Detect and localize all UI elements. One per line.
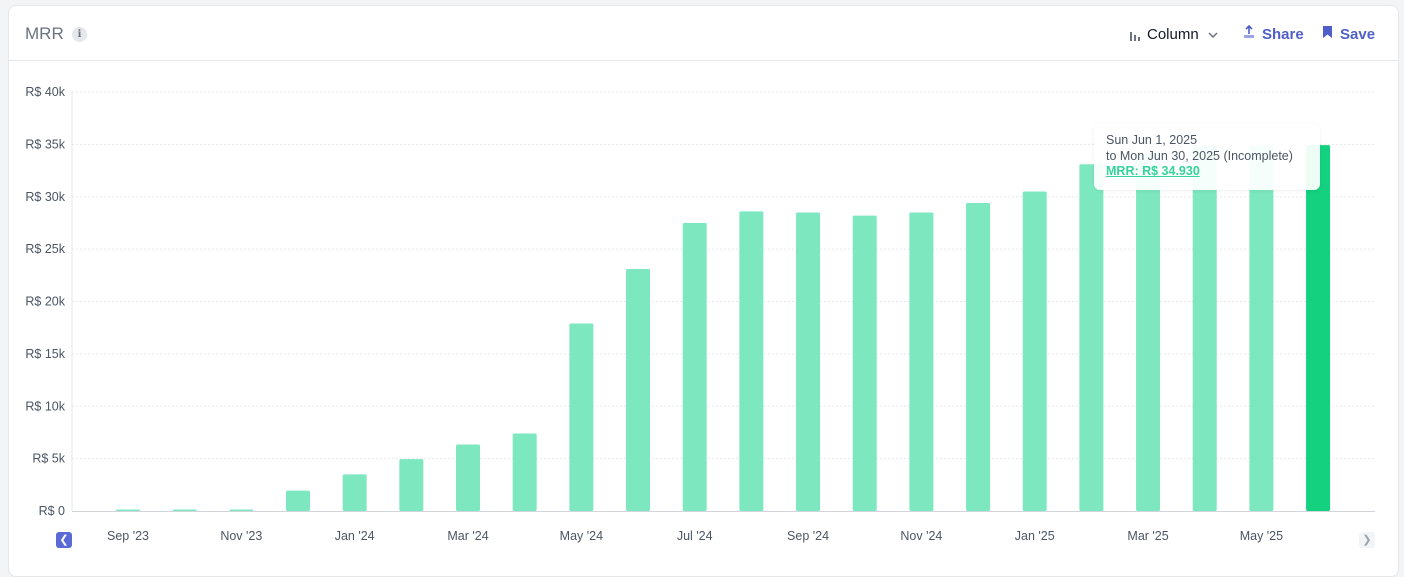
bar-may-25: [1249, 145, 1274, 512]
x-tick-label: Nov '24: [900, 529, 942, 543]
chevron-left-icon[interactable]: ❮: [56, 532, 72, 548]
x-tick-label: Jan '25: [1015, 529, 1055, 543]
chart-tooltip: Sun Jun 1, 2025 to Mon Jun 30, 2025 (Inc…: [1094, 124, 1320, 190]
x-tick-label: Mar '25: [1127, 529, 1168, 543]
share-button[interactable]: Share: [1243, 24, 1304, 44]
bar-jun-25: [1306, 145, 1331, 511]
bar-feb-25: [1079, 164, 1104, 511]
y-tick-label: R$ 40k: [25, 85, 65, 99]
bar-chart-icon: [1129, 28, 1141, 41]
x-tick-label: Sep '24: [787, 529, 829, 543]
bar-sep-24: [796, 212, 821, 511]
tooltip-value[interactable]: MRR: R$ 34.930: [1106, 164, 1200, 178]
info-icon[interactable]: i: [72, 27, 87, 42]
bar-sep-23: [116, 509, 140, 511]
x-tick-label: Sep '23: [107, 529, 149, 543]
save-button[interactable]: Save: [1322, 24, 1375, 44]
y-tick-label: R$ 35k: [25, 137, 65, 151]
save-label: Save: [1340, 25, 1376, 43]
y-tick-label: R$ 25k: [25, 242, 65, 256]
card-header: MRR i Column Share Save: [9, 6, 1398, 61]
y-tick-label: R$ 5k: [32, 452, 65, 466]
bar-nov-23: [229, 509, 254, 511]
x-tick-label: Jan '24: [335, 529, 375, 543]
bookmark-icon: [1322, 25, 1333, 43]
y-tick-label: R$ 30k: [25, 190, 65, 204]
share-label: Share: [1262, 25, 1304, 43]
x-tick-label: Mar '24: [447, 529, 488, 543]
y-tick-label: R$ 20k: [25, 295, 65, 309]
x-tick-label: May '24: [560, 529, 603, 543]
chart-title: MRR: [25, 24, 64, 43]
bar-feb-24: [399, 459, 424, 511]
chevron-down-icon: [1207, 28, 1219, 40]
y-tick-label: R$ 15k: [25, 347, 65, 361]
bar-apr-24: [512, 433, 537, 511]
bar-oct-23: [172, 509, 197, 511]
chart-type-label: Column: [1147, 25, 1199, 43]
x-tick-label: Jul '24: [677, 529, 713, 543]
bar-mar-24: [456, 444, 481, 511]
y-tick-label: R$ 10k: [25, 399, 65, 413]
y-tick-label: R$ 0: [39, 504, 65, 518]
bar-jul-24: [682, 222, 707, 511]
bar-dec-24: [966, 203, 991, 511]
bar-dec-23: [286, 490, 311, 511]
bar-jan-24: [342, 474, 367, 511]
tooltip-date-start: Sun Jun 1, 2025: [1106, 133, 1198, 147]
bar-may-24: [569, 323, 594, 511]
x-tick-label: Nov '23: [220, 529, 262, 543]
share-icon: [1243, 24, 1255, 43]
bar-mar-25: [1136, 152, 1161, 511]
bar-jan-25: [1022, 191, 1047, 511]
bar-aug-24: [739, 211, 764, 512]
bar-nov-24: [909, 212, 934, 511]
bar-jun-24: [626, 269, 651, 511]
chart-type-select[interactable]: Column: [1129, 24, 1219, 44]
tooltip-date-end: to Mon Jun 30, 2025 (Incomplete): [1106, 149, 1293, 163]
bar-oct-24: [852, 215, 877, 512]
chevron-right-icon[interactable]: ❯: [1359, 532, 1375, 548]
bar-apr-25: [1192, 145, 1217, 512]
x-tick-label: May '25: [1240, 529, 1283, 543]
